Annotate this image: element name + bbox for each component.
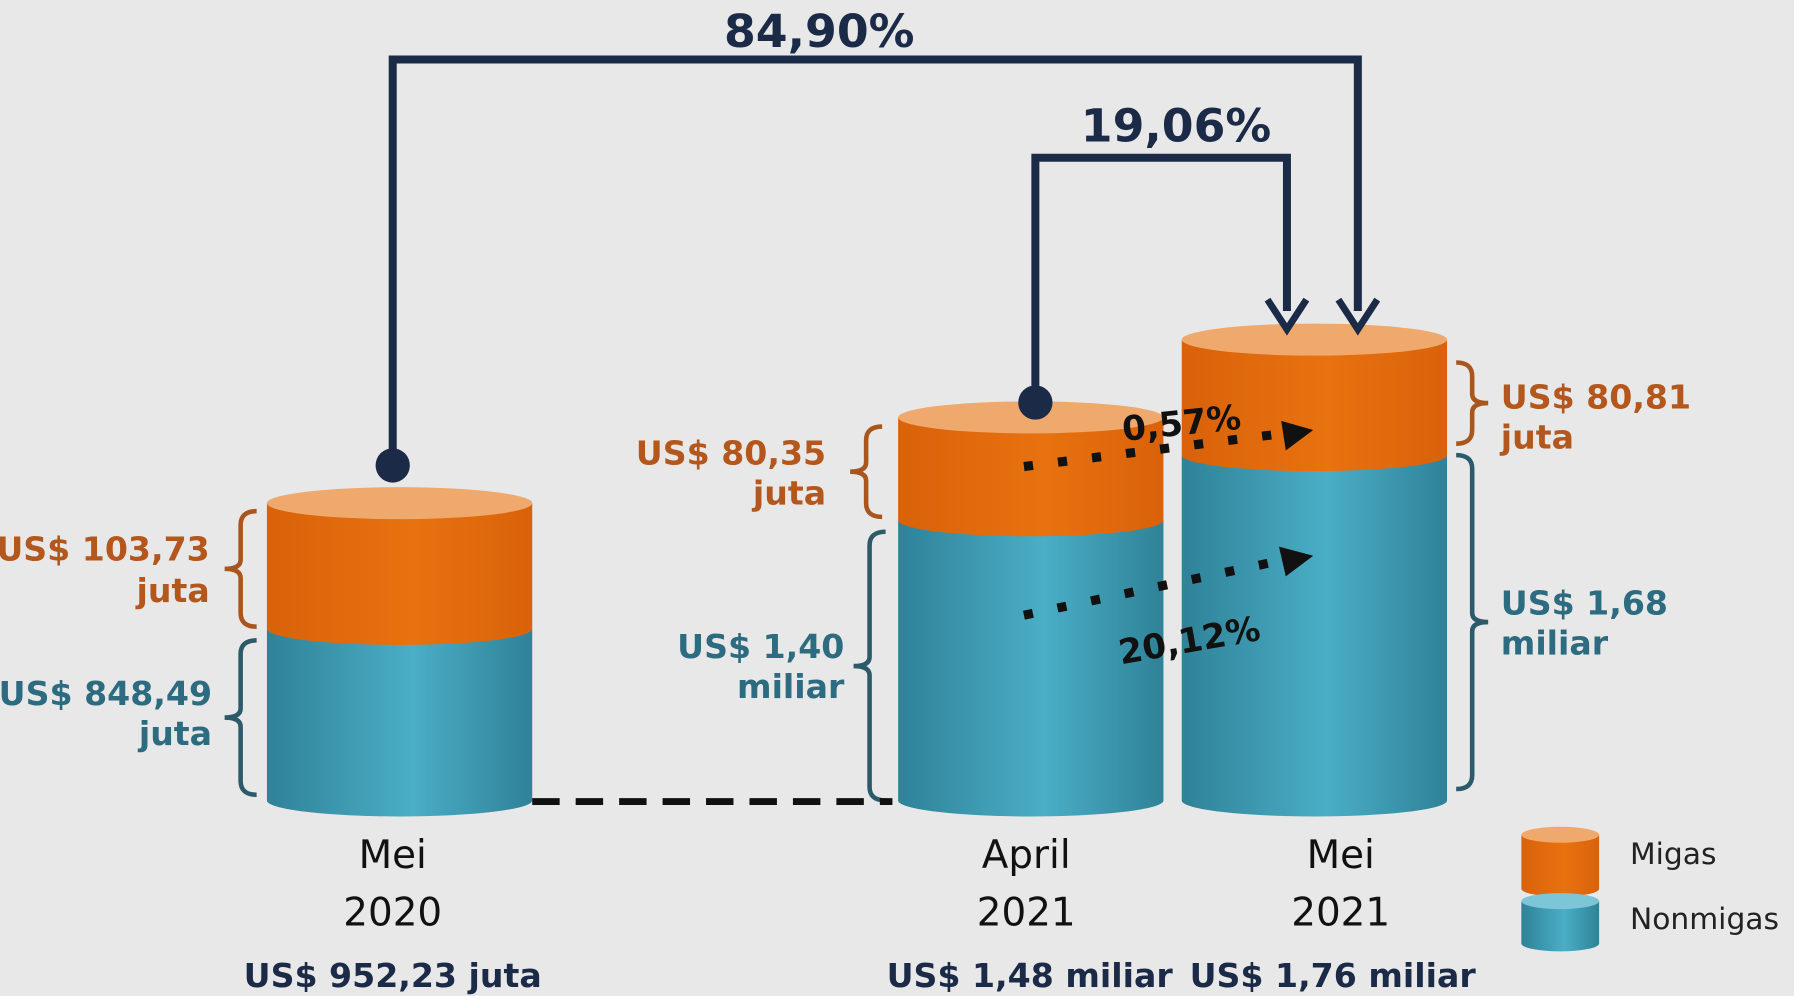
migas-label: US$ 80,81: [1501, 378, 1691, 417]
arrow-head: [1264, 297, 1310, 336]
bracket: [1456, 360, 1489, 446]
change-label: 19,06%: [1081, 100, 1272, 153]
migas-segment: [1521, 834, 1600, 897]
connector-dot: [1018, 385, 1053, 420]
nonmigas-segment: [898, 520, 1164, 817]
shapes: [224, 323, 1600, 952]
connector-dot: [375, 448, 410, 483]
period-label: Mei: [1307, 833, 1375, 878]
period-label: 2021: [1291, 890, 1390, 935]
migas-segment: [898, 417, 1164, 537]
connector: [1031, 153, 1291, 403]
migas-segment: [266, 503, 533, 645]
period-label: Mei: [359, 833, 427, 878]
bracket: [1456, 452, 1489, 792]
migas-label: juta: [751, 474, 826, 513]
change-label: 84,90%: [724, 5, 915, 58]
nonmigas-segment: [266, 628, 533, 817]
total-label: US$ 952,23 juta: [244, 956, 542, 995]
connector: [388, 55, 1362, 466]
arrow-head: [1335, 297, 1381, 336]
legend-swatch: [1521, 901, 1600, 952]
nonmigas-label: juta: [137, 714, 212, 753]
migas-segment: [1181, 339, 1448, 472]
migas-label: US$ 103,73: [0, 530, 210, 569]
bracket: [224, 638, 257, 798]
migas-label: juta: [135, 571, 210, 610]
migas-label: juta: [1499, 418, 1574, 457]
period-label: 2020: [343, 890, 442, 935]
total-label: US$ 1,48 miliar: [887, 956, 1174, 995]
bracket: [224, 508, 257, 629]
cylinder-top: [266, 487, 533, 520]
migas-label: US$ 80,35: [636, 434, 826, 473]
legend-label: Nonmigas: [1630, 902, 1779, 937]
arrow-head: [1281, 420, 1314, 451]
arrow-head: [1278, 546, 1314, 577]
period-label: 2021: [977, 890, 1076, 935]
nonmigas-label: US$ 1,68: [1501, 583, 1668, 622]
bracket: [850, 424, 883, 520]
total-label: US$ 1,76 miliar: [1190, 956, 1477, 995]
period-label: April: [982, 833, 1071, 878]
trend-arrow: [1022, 553, 1294, 620]
nonmigas-segment: [1181, 455, 1448, 817]
legend-swatch-top: [1521, 893, 1600, 910]
cylinder-top: [1181, 323, 1448, 356]
bracket: [853, 529, 886, 803]
nonmigas-label: US$ 1,40: [677, 627, 844, 666]
legend-label: Migas: [1630, 837, 1716, 872]
nonmigas-label: miliar: [737, 667, 845, 706]
cylinder-top: [1521, 826, 1600, 843]
nonmigas-label: US$ 848,49: [0, 674, 212, 713]
nonmigas-label: miliar: [1501, 623, 1609, 662]
